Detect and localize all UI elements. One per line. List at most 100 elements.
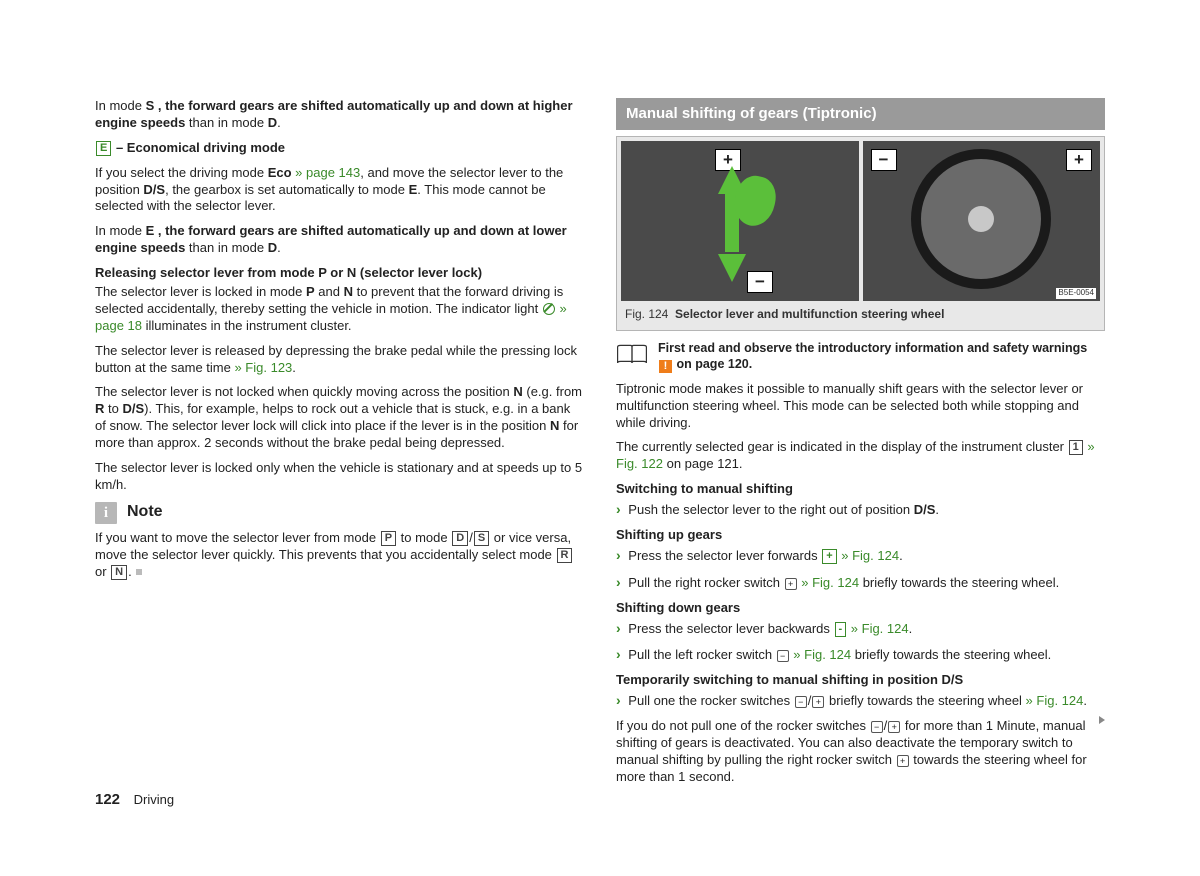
bullet-press-forward: Press the selector lever forwards + » Fi… bbox=[616, 546, 1105, 565]
text: First read and observe the introductory … bbox=[658, 341, 1087, 355]
text: Press the selector lever backwards bbox=[628, 621, 833, 636]
text: . bbox=[128, 564, 132, 579]
right-column: Manual shifting of gears (Tiptronic) + − bbox=[616, 98, 1105, 794]
text: or bbox=[95, 564, 110, 579]
text: to bbox=[104, 401, 122, 416]
text: Pull the left rocker switch bbox=[628, 647, 775, 662]
fig-link: » Fig. 124 bbox=[838, 548, 899, 563]
fig-link: » Fig. 123 bbox=[234, 360, 292, 375]
text: . bbox=[909, 621, 913, 636]
note-header: i Note bbox=[95, 502, 584, 524]
text: illuminates in the instrument cluster. bbox=[142, 318, 352, 333]
bold-text: D bbox=[268, 115, 277, 130]
text: If you want to move the selector lever f… bbox=[95, 530, 380, 545]
para-release: The selector lever is released by depres… bbox=[95, 343, 584, 377]
text: In mode bbox=[95, 223, 146, 238]
bold-text: P bbox=[306, 284, 315, 299]
section-end-icon bbox=[136, 569, 142, 575]
fig-link: » Fig. 124 bbox=[1026, 693, 1084, 708]
page-number: 122 bbox=[95, 791, 120, 808]
manual-page: In mode S , the forward gears are shifte… bbox=[0, 0, 1200, 876]
page-footer: 122 Driving bbox=[95, 791, 174, 808]
mode-box-p: P bbox=[381, 531, 396, 546]
figure-caption: Fig. 124 Selector lever and multifunctio… bbox=[621, 301, 1100, 327]
bold-text: D bbox=[268, 240, 277, 255]
fig-link: » Fig. 124 bbox=[790, 647, 851, 662]
page-link: » page 143 bbox=[292, 165, 361, 180]
continuation-arrow-icon bbox=[1099, 716, 1105, 724]
arrow-down-icon bbox=[718, 254, 746, 282]
tiny-plus-icon: + bbox=[888, 721, 900, 733]
bold-text: Eco bbox=[268, 165, 292, 180]
subhead-release-lever: Releasing selector lever from mode P or … bbox=[95, 265, 584, 282]
text: than in mode bbox=[185, 115, 267, 130]
bold-text: N bbox=[513, 384, 522, 399]
info-icon: i bbox=[95, 502, 117, 524]
para-gear-display: The currently selected gear is indicated… bbox=[616, 439, 1105, 473]
plus-overlay-icon: + bbox=[1066, 149, 1092, 171]
section-name: Driving bbox=[134, 792, 174, 807]
tiny-plus-icon: + bbox=[897, 755, 909, 767]
bold-text: N bbox=[344, 284, 353, 299]
note-title: Note bbox=[127, 502, 163, 523]
figure-selector-lever: + − bbox=[621, 141, 859, 301]
text: (e.g. from bbox=[523, 384, 582, 399]
subhead-shift-down: Shifting down gears bbox=[616, 600, 1105, 617]
indicator-light-icon bbox=[543, 303, 555, 315]
bold-text: N bbox=[550, 418, 559, 433]
tiny-minus-icon: − bbox=[871, 721, 883, 733]
bold-text: D/S bbox=[914, 502, 936, 517]
eco-box-icon: E bbox=[96, 141, 111, 156]
note-body: If you want to move the selector lever f… bbox=[95, 530, 584, 581]
para-mode-e: In mode E , the forward gears are shifte… bbox=[95, 223, 584, 257]
minus-box-icon: - bbox=[835, 622, 847, 637]
lever-illustration bbox=[710, 166, 770, 276]
para-lever-lock: The selector lever is locked in mode P a… bbox=[95, 284, 584, 335]
tiny-plus-icon: + bbox=[812, 696, 824, 708]
subhead-switch-manual: Switching to manual shifting bbox=[616, 481, 1105, 498]
bold-text: R bbox=[95, 401, 104, 416]
bullet-left-rocker: Pull the left rocker switch − » Fig. 124… bbox=[616, 645, 1105, 664]
read-first-notice: First read and observe the introductory … bbox=[616, 341, 1105, 373]
callout-box-1: 1 bbox=[1069, 440, 1083, 455]
tiny-minus-icon: − bbox=[795, 696, 807, 708]
mode-box-d: D bbox=[452, 531, 468, 546]
text: on page 120. bbox=[673, 357, 752, 371]
fig-link: » Fig. 124 bbox=[847, 621, 908, 636]
text: Push the selector lever to the right out… bbox=[628, 502, 913, 517]
text: and bbox=[315, 284, 344, 299]
para-mode-s: In mode S , the forward gears are shifte… bbox=[95, 98, 584, 132]
plus-box-icon: + bbox=[822, 549, 836, 564]
text: Press the selector lever forwards bbox=[628, 548, 821, 563]
bold-text: E bbox=[409, 182, 418, 197]
text: . bbox=[292, 360, 296, 375]
text: In mode bbox=[95, 98, 146, 113]
text: briefly towards the steering wheel. bbox=[859, 575, 1059, 590]
subhead-shift-up: Shifting up gears bbox=[616, 527, 1105, 544]
warning-icon: ! bbox=[659, 360, 672, 373]
eco-mode-heading: E – Economical driving mode bbox=[95, 140, 584, 157]
bold-text: – Economical driving mode bbox=[112, 140, 285, 155]
book-icon bbox=[616, 343, 648, 367]
figure-steering-wheel: − + B5E-0054 bbox=[863, 141, 1101, 301]
tiny-minus-icon: − bbox=[777, 650, 789, 662]
bold-text: E , the forward gears are shifted automa… bbox=[95, 223, 567, 255]
text: than in mode bbox=[185, 240, 267, 255]
text: The selector lever is locked in mode bbox=[95, 284, 306, 299]
bold-text: D/S bbox=[143, 182, 165, 197]
left-column: In mode S , the forward gears are shifte… bbox=[95, 98, 584, 794]
text: . bbox=[1083, 693, 1087, 708]
bold-text: Selector lever and multifunction steerin… bbox=[675, 307, 944, 321]
bullet-press-backward: Press the selector lever backwards - » F… bbox=[616, 619, 1105, 638]
text: ). This, for example, helps to rock out … bbox=[95, 401, 570, 433]
text: . bbox=[277, 115, 281, 130]
mode-box-r: R bbox=[557, 548, 573, 563]
read-first-text: First read and observe the introductory … bbox=[658, 341, 1105, 373]
figure-124: + − − + B5E-0054 bbox=[616, 136, 1105, 332]
mode-box-s: S bbox=[474, 531, 489, 546]
text: The currently selected gear is indicated… bbox=[616, 439, 1068, 454]
bold-text: D/S bbox=[122, 401, 144, 416]
mode-box-n: N bbox=[111, 565, 127, 580]
section-title-bar: Manual shifting of gears (Tiptronic) bbox=[616, 98, 1105, 130]
bold-text: S , the forward gears are shifted automa… bbox=[95, 98, 573, 130]
